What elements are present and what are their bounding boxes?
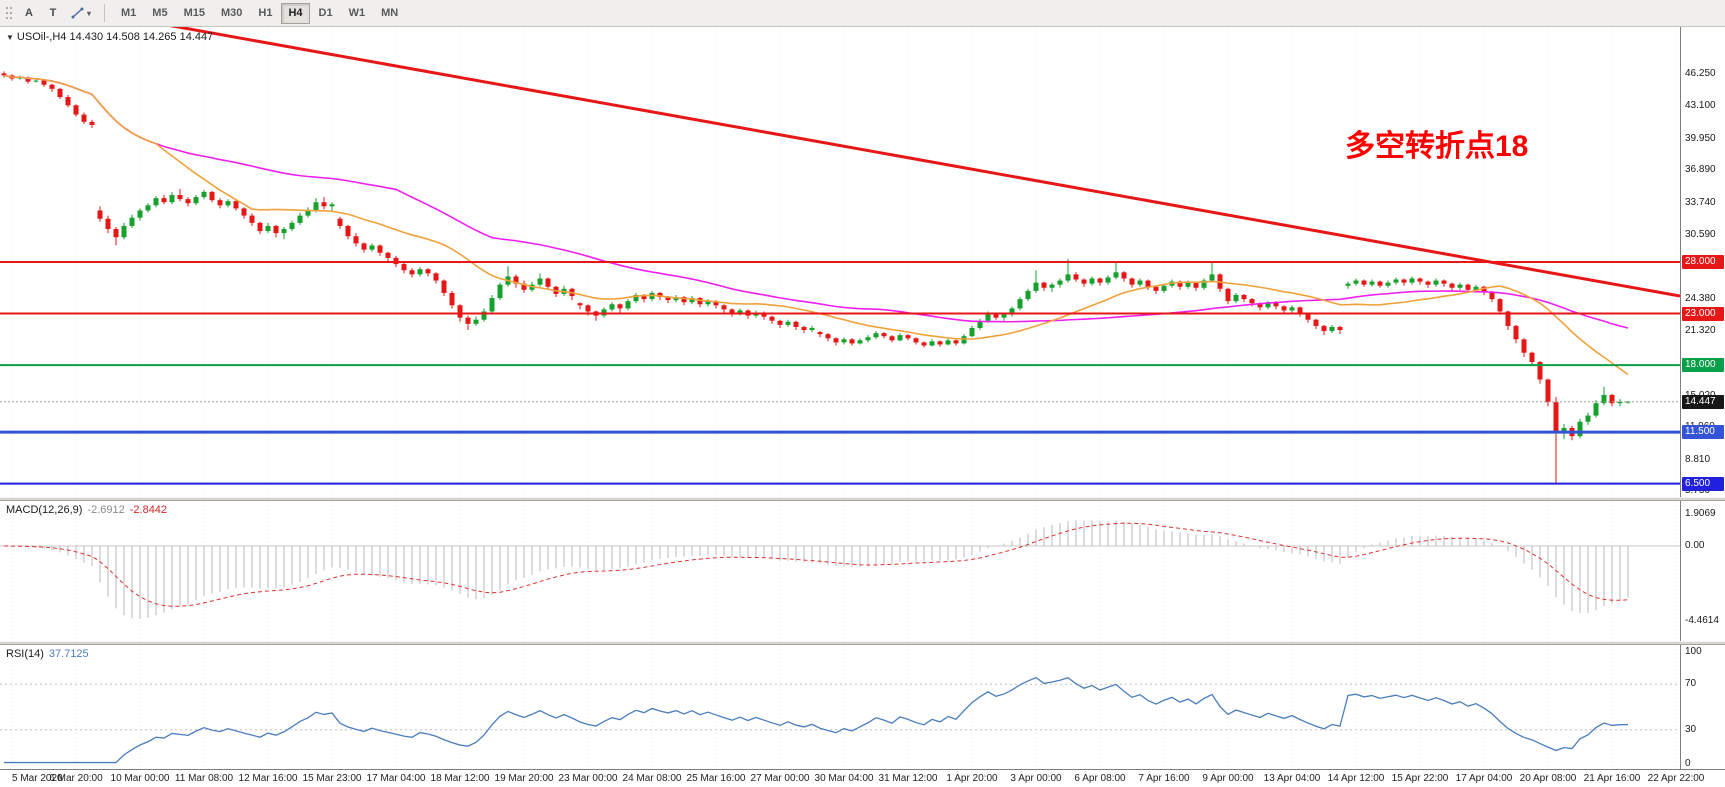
time-axis-label: 12 Mar 16:00 xyxy=(238,773,298,784)
time-axis-label: 5 Mar 2020 xyxy=(12,773,63,784)
timeframe-mn[interactable]: MN xyxy=(374,3,405,24)
price-axis-label: 39.950 xyxy=(1685,132,1716,144)
time-axis-label: 21 Apr 16:00 xyxy=(1583,773,1641,784)
time-axis-label: 20 Apr 08:00 xyxy=(1519,773,1577,784)
grip-dots-icon xyxy=(6,7,12,19)
time-axis-label: 9 Apr 00:00 xyxy=(1202,773,1254,784)
macd-label: MACD(12,26,9) -2.6912 -2.8442 xyxy=(6,504,167,516)
panel-separator[interactable] xyxy=(0,497,1725,501)
price-axis-label: 24.380 xyxy=(1685,293,1716,305)
macd-axis-label: 1.9069 xyxy=(1685,508,1716,519)
price-axis-label: 43.100 xyxy=(1685,100,1716,112)
price-axis-label: 36.890 xyxy=(1685,164,1716,176)
macd-signal-value: -2.8442 xyxy=(129,504,168,516)
draw-tools-button[interactable]: ▾ xyxy=(66,3,96,24)
symbol-ohlc-text: USOil-,H4 14.430 14.508 14.265 14.447 xyxy=(16,31,214,43)
price-axis-flag: 11.500 xyxy=(1682,425,1724,440)
price-axis[interactable]: 46.25043.10039.95036.89033.74030.59027.5… xyxy=(1680,27,1725,497)
timeframe-h1[interactable]: H1 xyxy=(251,3,279,24)
price-axis-flag: 18.000 xyxy=(1682,358,1724,373)
time-axis-label: 30 Mar 04:00 xyxy=(814,773,874,784)
macd-name: MACD(12,26,9) xyxy=(6,504,83,516)
toolbar-grip-icon[interactable] xyxy=(5,6,12,20)
rsi-axis: 100 70 30 0 xyxy=(1680,645,1725,769)
time-axis-label: 15 Mar 23:00 xyxy=(302,773,362,784)
time-axis-label: 17 Mar 04:00 xyxy=(366,773,426,784)
macd-axis: 1.9069 0.00 -4.4614 xyxy=(1680,501,1725,641)
price-axis-flag: 6.500 xyxy=(1682,476,1724,491)
time-axis-label: 31 Mar 12:00 xyxy=(878,773,938,784)
rsi-value: 37.7125 xyxy=(48,648,89,660)
time-axis-label: 3 Apr 00:00 xyxy=(1010,773,1062,784)
price-axis-label: 8.810 xyxy=(1685,453,1711,465)
current-price-flag: 14.447 xyxy=(1682,394,1724,409)
rsi-axis-label: 0 xyxy=(1685,758,1691,769)
time-axis-label: 15 Apr 22:00 xyxy=(1391,773,1449,784)
time-axis-label: 6 Mar 20:00 xyxy=(49,773,103,784)
time-axis-label: 17 Apr 04:00 xyxy=(1455,773,1513,784)
macd-axis-label: -4.4614 xyxy=(1685,615,1719,626)
price-chart-panel: ▼ USOil-,H4 14.430 14.508 14.265 14.447 多… xyxy=(0,27,1725,497)
price-axis-label: 21.320 xyxy=(1685,324,1716,336)
price-axis-flag: 28.000 xyxy=(1682,255,1724,269)
text-tool-button[interactable]: T xyxy=(42,3,64,24)
macd-panel: MACD(12,26,9) -2.6912 -2.8442 1.9069 0.00 -4… xyxy=(0,501,1725,641)
trendline xyxy=(169,27,1680,298)
macd-main-value: -2.6912 xyxy=(87,504,125,516)
toolbar-separator xyxy=(104,4,106,22)
trendline-tool-icon xyxy=(71,7,84,19)
time-axis-label: 10 Mar 00:00 xyxy=(110,773,170,784)
rsi-axis-label: 70 xyxy=(1685,678,1697,690)
price-axis-label: 33.740 xyxy=(1685,196,1716,208)
time-axis-label: 18 Mar 12:00 xyxy=(430,773,490,784)
timeframe-group: M1 M5 M15 M30 H1 H4 D1 W1 MN xyxy=(113,2,406,24)
macd-signal-line xyxy=(3,522,1629,607)
time-axis-label: 25 Mar 16:00 xyxy=(686,773,746,784)
time-axis-label: 14 Apr 12:00 xyxy=(1327,773,1385,784)
time-axis-label: 27 Mar 00:00 xyxy=(750,773,810,784)
time-axis-label: 6 Apr 08:00 xyxy=(1074,773,1126,784)
toolbar: A T ▾ M1 M5 M15 M30 H1 H4 D1 W1 MN xyxy=(0,0,1725,27)
timeframe-m5[interactable]: M5 xyxy=(145,3,174,24)
time-axis-label: 23 Mar 00:00 xyxy=(558,773,618,784)
price-axis-label: 5.750 xyxy=(1685,485,1711,497)
time-axis-label: 7 Apr 16:00 xyxy=(1138,773,1190,784)
rsi-axis-label: 100 xyxy=(1685,646,1702,657)
price-axis-flag: 23.000 xyxy=(1682,306,1724,321)
price-axis-label: 30.590 xyxy=(1685,229,1716,241)
ma-slow-line xyxy=(3,74,1629,329)
macd-chart[interactable] xyxy=(0,501,1680,641)
chart-annotation-text: 多空转折点18 xyxy=(1345,130,1529,163)
timeframe-h4[interactable]: H4 xyxy=(281,2,310,24)
rsi-line xyxy=(4,676,1629,764)
timeframe-m1[interactable]: M1 xyxy=(114,3,143,24)
time-axis-label: 22 Apr 22:00 xyxy=(1647,773,1705,784)
timeframe-w1[interactable]: W1 xyxy=(342,3,373,24)
symbol-ohlc-header: ▼ USOil-,H4 14.430 14.508 14.265 14.447 xyxy=(6,31,213,43)
rsi-axis-label: 30 xyxy=(1685,723,1697,735)
chevron-down-icon: ▾ xyxy=(87,8,92,18)
timeframe-d1[interactable]: D1 xyxy=(312,3,340,24)
time-axis-label: 11 Mar 08:00 xyxy=(174,773,234,784)
rsi-panel: RSI(14) 37.7125 100 70 30 0 xyxy=(0,645,1725,769)
macd-axis-label: 0.00 xyxy=(1685,540,1705,551)
chart-menu-arrow-icon[interactable]: ▼ xyxy=(6,33,14,42)
candlestick-chart[interactable] xyxy=(0,27,1680,497)
rsi-chart[interactable] xyxy=(0,645,1680,769)
rsi-label: RSI(14) 37.7125 xyxy=(6,648,89,660)
time-axis-label: 24 Mar 08:00 xyxy=(622,773,682,784)
panel-separator[interactable] xyxy=(0,641,1725,645)
time-axis-label: 13 Apr 04:00 xyxy=(1263,773,1321,784)
timeframe-m15[interactable]: M15 xyxy=(177,3,212,24)
time-axis-label: 19 Mar 20:00 xyxy=(494,773,554,784)
timeframe-m30[interactable]: M30 xyxy=(214,3,249,24)
arrow-annotation-button[interactable]: A xyxy=(18,3,40,24)
time-axis[interactable]: 5 Mar 2020 6 Mar 20:00 10 Mar 00:00 11 Mar … xyxy=(0,769,1725,787)
price-axis-label: 46.250 xyxy=(1685,67,1716,79)
rsi-name: RSI(14) xyxy=(6,648,44,660)
time-axis-label: 1 Apr 20:00 xyxy=(946,773,998,784)
